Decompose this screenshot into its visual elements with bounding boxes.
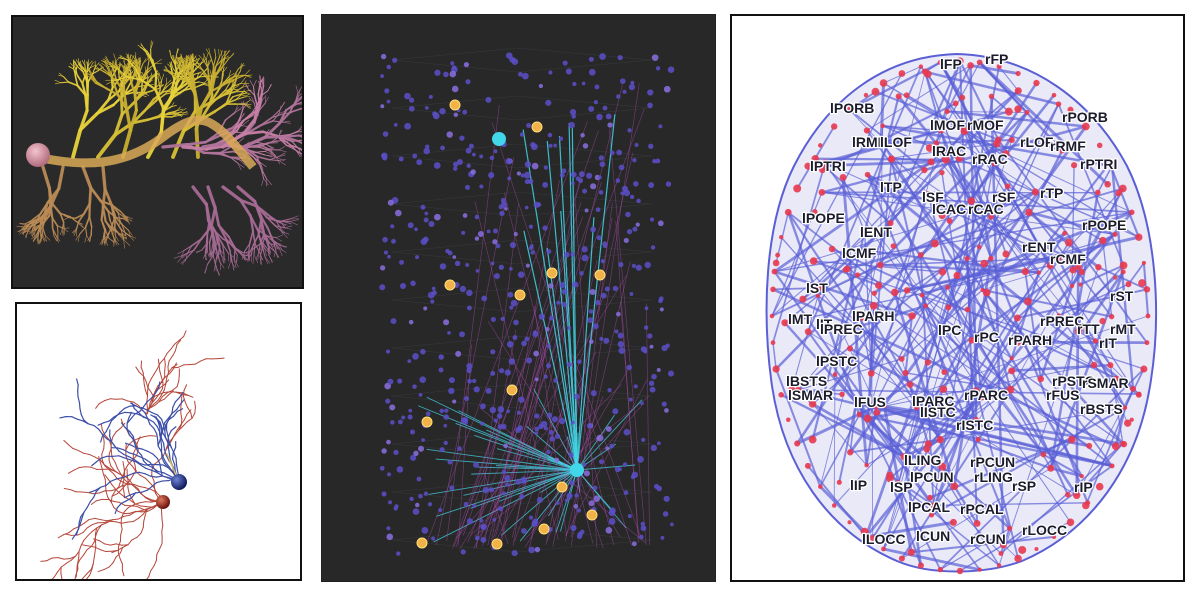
region-label: lMOF [930, 117, 965, 133]
region-label: lSMAR [788, 387, 833, 403]
region-label: rCMF [1050, 251, 1086, 267]
region-label: lPARH [852, 308, 895, 324]
region-label: rMOF [967, 117, 1004, 133]
region-label: lCAC [932, 201, 966, 217]
region-label: rST [1110, 288, 1134, 304]
region-label: rIP [1074, 479, 1093, 495]
region-label: rFP [985, 51, 1008, 67]
region-label: rPCAL [960, 501, 1004, 517]
region-label: rPC [974, 329, 999, 345]
region-label: rRMF [1050, 138, 1086, 154]
region-label: lRAC [932, 143, 966, 159]
region-label: lPC [938, 322, 961, 338]
region-label: rTP [1040, 185, 1063, 201]
region-label: rPORB [1062, 109, 1108, 125]
region-label: lPTRI [810, 158, 846, 174]
region-label: rFUS [1046, 387, 1079, 403]
brain-connectome-panel: lFP rFP lPORB rPORB lMOF rMOF lRMF lLOF rLOF rRMF… [730, 14, 1185, 582]
region-label: rCAC [968, 201, 1004, 217]
region-label: lBSTS [786, 373, 827, 389]
region-label: lPCUN [910, 469, 954, 485]
region-label: lENT [860, 224, 892, 240]
region-label: rSF [992, 189, 1016, 205]
red-soma [156, 495, 170, 509]
region-label: rPARC [964, 387, 1008, 403]
region-label: lSP [890, 479, 913, 495]
region-label: rCUN [970, 531, 1006, 547]
region-label: rRAC [972, 151, 1008, 167]
neuron-render-dark-panel [11, 15, 304, 289]
region-label: lST [806, 280, 828, 296]
region-label: lIP [850, 477, 867, 493]
region-label: lCUN [916, 528, 950, 544]
region-label: rPTRI [1080, 156, 1117, 172]
region-label: lRMF [852, 134, 887, 150]
region-label: rMT [1110, 321, 1136, 337]
network-3d-panel [321, 14, 716, 582]
region-label: rSMAR [1082, 375, 1129, 391]
region-label: lFP [940, 56, 962, 72]
region-label: rPARH [1008, 332, 1052, 348]
region-label: lIT [816, 316, 833, 332]
region-label: rPREC [1040, 313, 1084, 329]
region-label: rPSTC [1052, 373, 1095, 389]
region-label: lMT [788, 311, 813, 327]
region-label: rLOF [1020, 134, 1054, 150]
region-label: lSF [922, 189, 944, 205]
region-label: rPOPE [1082, 217, 1126, 233]
region-label: rENT [1022, 239, 1056, 255]
region-label: lTP [880, 179, 902, 195]
region-label: rIT [1099, 335, 1117, 351]
region-label: rLING [974, 469, 1013, 485]
region-label: rTT [1077, 321, 1100, 337]
region-label: rBSTS [1080, 401, 1123, 417]
region-label: lPOPE [802, 210, 845, 226]
region-label: rSP [1012, 478, 1036, 494]
network-3d-render [379, 47, 675, 557]
region-label: lLOCC [862, 531, 906, 547]
region-label: lPSTC [816, 353, 857, 369]
region-label: lPREC [820, 321, 863, 337]
region-label: lFUS [854, 394, 886, 410]
blue-soma [171, 474, 187, 490]
region-label: rLOCC [1022, 522, 1067, 538]
region-label: lISTC [920, 404, 956, 420]
neuron-pair-render [40, 330, 225, 579]
soma-sphere [26, 143, 50, 167]
region-label: lPARC [912, 393, 955, 409]
region-label: rPCUN [970, 454, 1015, 470]
region-label: lPORB [830, 100, 874, 116]
region-label: rISTC [956, 417, 993, 433]
neuron-pair-panel [15, 302, 302, 581]
region-label: lLOF [880, 134, 912, 150]
region-label: lPCAL [908, 499, 950, 515]
region-label: lLING [904, 452, 941, 468]
neuron-arbor-yellow [16, 40, 302, 277]
region-label: lCMF [842, 245, 877, 261]
